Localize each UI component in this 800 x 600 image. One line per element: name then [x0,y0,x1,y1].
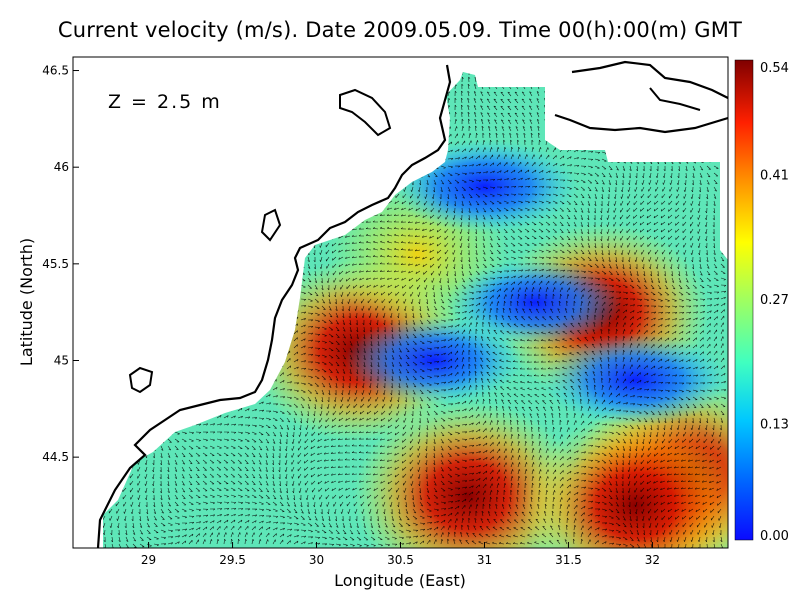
velocity-hotspot [524,412,728,548]
coastline [96,60,728,548]
velocity-lowspot [542,333,728,427]
y-axis-label: Latitude (North) [17,238,36,366]
x-tick-label: 29 [141,553,156,567]
x-tick-label: 31 [477,553,492,567]
colorbar-tick-label: 0.13 [760,417,789,432]
velocity-field [103,72,728,548]
x-tick-label: 29.5 [219,553,246,567]
colorbar-tick-label: 0.41 [760,169,789,184]
y-tick-label: 46 [54,160,69,174]
colorbar-tick-label: 0.00 [760,529,789,544]
y-tick-label: 46.5 [42,64,69,78]
velocity-lowspot [345,316,523,405]
x-tick-label: 30 [309,553,324,567]
colorbar-tick-label: 0.27 [760,293,789,308]
y-tick-label: 44.5 [42,450,69,464]
depth-annotation: Z = 2.5 m [108,91,222,113]
y-tick-label: 45.5 [42,257,69,271]
y-tick-label: 45 [54,353,69,367]
velocity-hotspot [353,400,582,548]
x-tick-label: 31.5 [555,553,582,567]
velocity-lowspot [447,258,622,347]
x-tick-label: 30.5 [387,553,414,567]
colorbar-tick-label: 0.54 [760,61,789,76]
x-axis: 29 29.5 30 30.5 31 31.5 32 [141,542,660,567]
colorbar [734,59,754,541]
x-tick-label: 32 [645,553,660,567]
y-axis: 44.5 45 45.5 46 46.5 [42,64,79,464]
x-axis-label: Longitude (East) [334,571,466,590]
chart-title: Current velocity (m/s). Date 2009.05.09.… [57,18,743,42]
colorbar-ticks: 0.00 0.13 0.27 0.41 0.54 [760,61,789,544]
